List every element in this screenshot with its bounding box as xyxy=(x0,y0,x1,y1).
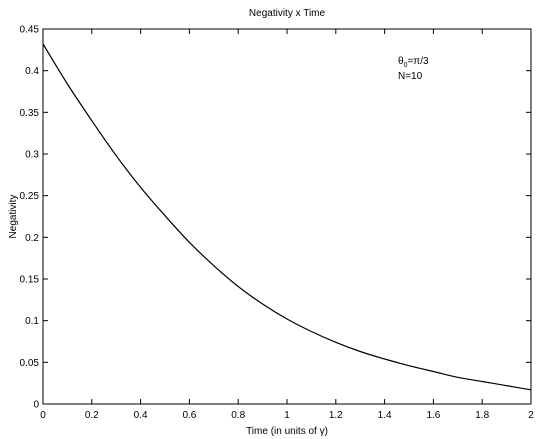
y-tick-label: 0.35 xyxy=(20,108,40,119)
x-tick-label: 0.4 xyxy=(134,410,148,421)
y-tick-label: 0.4 xyxy=(25,66,39,77)
x-tick-label: 2 xyxy=(528,410,534,421)
y-tick-label: 0 xyxy=(33,400,39,411)
y-tick-label: 0.2 xyxy=(25,233,39,244)
x-tick-label: 1.2 xyxy=(329,410,343,421)
plot-frame xyxy=(42,28,532,405)
x-tick-label: 1 xyxy=(284,410,290,421)
y-tick-label: 0.05 xyxy=(20,358,40,369)
y-tick-label: 0.45 xyxy=(20,25,40,36)
y-tick-label: 0.25 xyxy=(20,191,40,202)
x-axis: 0 0.2 0.4 0.6 0.8 1 1.2 1.4 1.6 1.8 2 xyxy=(40,29,534,421)
theta-annotation: θ0=π/3 xyxy=(398,56,429,69)
x-tick-label: 1.6 xyxy=(426,410,440,421)
y-tick-label: 0.1 xyxy=(25,316,39,327)
theta-symbol: θ xyxy=(398,56,404,67)
y-tick-label: 0.15 xyxy=(20,275,40,286)
x-tick-label: 1.4 xyxy=(378,410,392,421)
y-axis: 0 0.05 0.1 0.15 0.2 0.25 0.3 0.35 0.4 0.45 xyxy=(20,25,531,411)
x-tick-label: 0 xyxy=(40,410,46,421)
x-tick-label: 1.8 xyxy=(475,410,489,421)
x-axis-label: Time (in units of γ) xyxy=(246,426,328,437)
chart-title: Negativity x Time xyxy=(249,8,326,19)
x-tick-label: 0.2 xyxy=(85,410,99,421)
x-tick-label: 0.6 xyxy=(182,410,196,421)
negativity-series-line xyxy=(42,43,532,391)
theta-subscript: 0 xyxy=(404,62,408,69)
n-annotation: N=10 xyxy=(398,71,423,82)
x-tick-label: 0.8 xyxy=(231,410,245,421)
y-axis-label: Negativity xyxy=(8,195,19,239)
y-tick-label: 0.3 xyxy=(25,150,39,161)
theta-value: =π/3 xyxy=(407,56,429,67)
